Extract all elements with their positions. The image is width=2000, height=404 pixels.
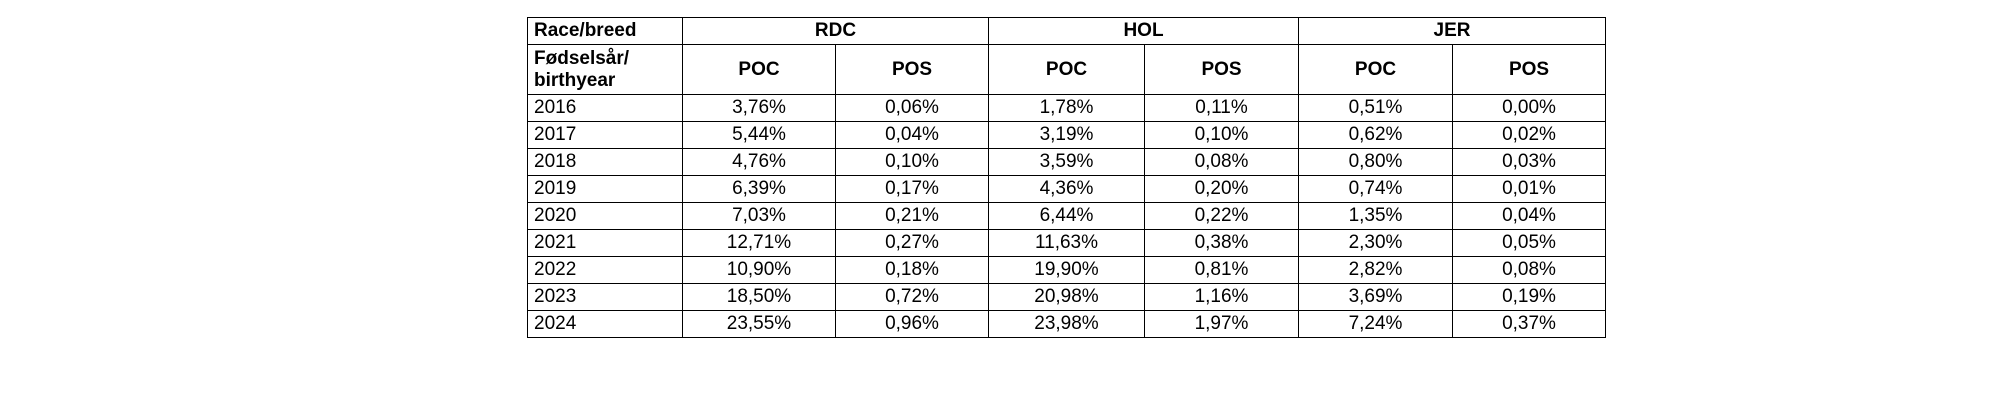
data-table: Race/breed RDC HOL JER Fødselsår/ birthyea… [527,17,1606,338]
value-cell: 2,82% [1298,256,1453,284]
value-cell: 0,21% [835,202,989,230]
value-cell: 18,50% [682,283,836,311]
value-cell: 0,00% [1452,94,1606,122]
corner-label: Race/breed [527,17,683,45]
value-cell: 0,80% [1298,148,1453,176]
table-row: 2020 7,03% 0,21% 6,44% 0,22% 1,35% 0,04% [527,202,1606,230]
table-row: 2019 6,39% 0,17% 4,36% 0,20% 0,74% 0,01% [527,175,1606,203]
column-header: POS [1144,44,1299,95]
value-cell: 4,76% [682,148,836,176]
value-cell: 0,81% [1144,256,1299,284]
value-cell: 10,90% [682,256,836,284]
year-cell: 2021 [527,229,683,257]
value-cell: 1,35% [1298,202,1453,230]
value-cell: 0,17% [835,175,989,203]
value-cell: 0,72% [835,283,989,311]
value-cell: 0,04% [1452,202,1606,230]
value-cell: 6,39% [682,175,836,203]
value-cell: 3,76% [682,94,836,122]
group-header: HOL [988,17,1299,45]
value-cell: 0,11% [1144,94,1299,122]
value-cell: 23,98% [988,310,1145,338]
value-cell: 0,74% [1298,175,1453,203]
value-cell: 3,69% [1298,283,1453,311]
value-cell: 20,98% [988,283,1145,311]
year-cell: 2023 [527,283,683,311]
value-cell: 0,51% [1298,94,1453,122]
value-cell: 7,24% [1298,310,1453,338]
table-row: 2018 4,76% 0,10% 3,59% 0,08% 0,80% 0,03% [527,148,1606,176]
value-cell: 3,19% [988,121,1145,149]
value-cell: 19,90% [988,256,1145,284]
year-cell: 2024 [527,310,683,338]
value-cell: 5,44% [682,121,836,149]
value-cell: 0,10% [1144,121,1299,149]
column-header: POS [835,44,989,95]
year-cell: 2019 [527,175,683,203]
value-cell: 0,62% [1298,121,1453,149]
table-row: 2016 3,76% 0,06% 1,78% 0,11% 0,51% 0,00% [527,94,1606,122]
value-cell: 0,18% [835,256,989,284]
table-body: 2016 3,76% 0,06% 1,78% 0,11% 0,51% 0,00% 2017 5,… [527,94,1606,338]
value-cell: 6,44% [988,202,1145,230]
value-cell: 0,06% [835,94,989,122]
group-header-row: Race/breed RDC HOL JER [527,17,1606,45]
year-cell: 2018 [527,148,683,176]
column-header: POC [1298,44,1453,95]
value-cell: 0,01% [1452,175,1606,203]
table-row: 2023 18,50% 0,72% 20,98% 1,16% 3,69% 0,19% [527,283,1606,311]
group-header: RDC [682,17,989,45]
value-cell: 0,27% [835,229,989,257]
table-row: 2021 12,71% 0,27% 11,63% 0,38% 2,30% 0,05% [527,229,1606,257]
value-cell: 0,96% [835,310,989,338]
value-cell: 0,22% [1144,202,1299,230]
value-cell: 1,16% [1144,283,1299,311]
corner-label: Fødselsår/ birthyear [527,44,683,95]
value-cell: 1,78% [988,94,1145,122]
column-header-row: Fødselsår/ birthyear POC POS POC POS POC POS [527,44,1606,95]
value-cell: 0,04% [835,121,989,149]
value-cell: 0,38% [1144,229,1299,257]
value-cell: 1,97% [1144,310,1299,338]
table-row: 2017 5,44% 0,04% 3,19% 0,10% 0,62% 0,02% [527,121,1606,149]
table-row: 2022 10,90% 0,18% 19,90% 0,81% 2,82% 0,08% [527,256,1606,284]
value-cell: 0,08% [1144,148,1299,176]
column-header: POS [1452,44,1606,95]
value-cell: 4,36% [988,175,1145,203]
year-cell: 2022 [527,256,683,284]
value-cell: 0,37% [1452,310,1606,338]
group-header: JER [1298,17,1606,45]
value-cell: 0,10% [835,148,989,176]
value-cell: 0,19% [1452,283,1606,311]
value-cell: 0,08% [1452,256,1606,284]
year-cell: 2016 [527,94,683,122]
year-cell: 2020 [527,202,683,230]
column-header: POC [988,44,1145,95]
year-cell: 2017 [527,121,683,149]
value-cell: 0,02% [1452,121,1606,149]
value-cell: 3,59% [988,148,1145,176]
value-cell: 7,03% [682,202,836,230]
value-cell: 23,55% [682,310,836,338]
value-cell: 0,20% [1144,175,1299,203]
value-cell: 11,63% [988,229,1145,257]
value-cell: 2,30% [1298,229,1453,257]
value-cell: 0,05% [1452,229,1606,257]
value-cell: 0,03% [1452,148,1606,176]
column-header: POC [682,44,836,95]
value-cell: 12,71% [682,229,836,257]
table-row: 2024 23,55% 0,96% 23,98% 1,97% 7,24% 0,37% [527,310,1606,338]
